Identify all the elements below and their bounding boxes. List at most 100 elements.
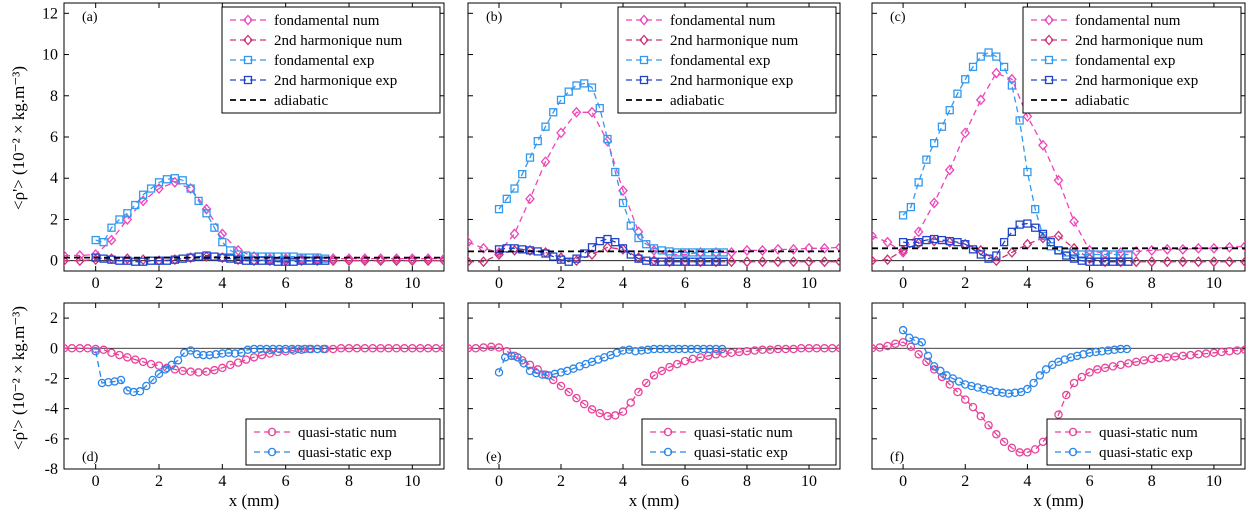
x-tick-label: 8 xyxy=(743,275,751,292)
data-point xyxy=(1224,256,1235,268)
data-point xyxy=(1007,81,1017,90)
data-point xyxy=(1103,346,1113,355)
data-point xyxy=(1077,372,1087,382)
data-point xyxy=(135,387,145,396)
data-point xyxy=(226,246,235,255)
legend-marker xyxy=(1044,55,1054,65)
data-point xyxy=(1015,220,1024,229)
data-point xyxy=(300,344,309,354)
data-point xyxy=(91,347,100,356)
data-point xyxy=(148,375,157,385)
data-point xyxy=(819,242,830,254)
data-point xyxy=(289,257,298,266)
data-point xyxy=(225,360,235,370)
data-point xyxy=(618,407,628,416)
data-point xyxy=(626,221,635,230)
data-point xyxy=(984,48,993,57)
data-point xyxy=(618,346,628,355)
data-point xyxy=(1053,230,1064,242)
data-point xyxy=(122,213,133,225)
series-group xyxy=(64,174,444,267)
data-point xyxy=(945,106,954,115)
data-point xyxy=(618,185,628,197)
y-tick-label: -8 xyxy=(45,461,58,478)
data-point xyxy=(1077,250,1086,259)
data-point xyxy=(984,254,993,263)
legend-marker xyxy=(243,14,253,26)
y-tick-label: 12 xyxy=(42,5,58,22)
data-point xyxy=(384,344,393,353)
data-point xyxy=(992,430,1001,439)
x-tick-label: 4 xyxy=(1023,473,1031,490)
data-point xyxy=(138,195,149,207)
data-point xyxy=(1062,251,1071,260)
data-point xyxy=(1035,371,1045,380)
data-point xyxy=(914,350,923,359)
data-point xyxy=(1093,257,1102,266)
data-point xyxy=(392,344,401,353)
data-point xyxy=(968,62,978,72)
data-point xyxy=(1007,246,1017,258)
data-point xyxy=(99,254,108,263)
data-point xyxy=(538,370,547,379)
data-point xyxy=(510,244,519,253)
data-point xyxy=(1124,359,1133,368)
data-point xyxy=(541,122,550,131)
data-point xyxy=(64,250,69,262)
data-point xyxy=(201,203,212,215)
data-point xyxy=(882,254,893,266)
data-point xyxy=(306,344,316,354)
data-point xyxy=(83,344,93,353)
legend: quasi-static num quasi-static exp xyxy=(245,418,441,466)
panel-label: (a) xyxy=(82,10,98,25)
data-point xyxy=(1122,344,1132,354)
data-point xyxy=(1022,110,1033,122)
data-point xyxy=(1209,242,1219,254)
data-point xyxy=(233,358,243,367)
data-point xyxy=(967,381,976,391)
data-point xyxy=(1038,139,1048,151)
data-point xyxy=(328,344,338,354)
data-point xyxy=(587,83,597,92)
data-point xyxy=(146,184,156,193)
data-point xyxy=(146,256,156,265)
data-point xyxy=(178,176,187,185)
data-point xyxy=(154,178,164,187)
data-point xyxy=(911,336,920,345)
data-point xyxy=(116,375,126,385)
data-point xyxy=(186,346,195,355)
data-point xyxy=(540,156,551,168)
x-tick-label: 10 xyxy=(801,473,817,490)
data-point xyxy=(680,248,690,257)
panel-e: 0 2 4 6 8 10 (e) quasi-static num quasi-static e… xyxy=(467,302,841,510)
data-point xyxy=(976,250,985,259)
legend-box xyxy=(1022,6,1242,114)
data-point xyxy=(961,380,970,389)
data-point xyxy=(618,243,628,255)
data-point xyxy=(571,106,582,118)
legend: fondamental num 2nd harmonique num fondame… xyxy=(617,6,837,114)
data-point xyxy=(185,252,196,264)
data-point xyxy=(953,387,962,397)
legend-marker xyxy=(267,427,277,437)
data-point xyxy=(1066,353,1076,362)
data-point xyxy=(726,256,737,268)
data-point xyxy=(936,366,945,376)
data-point xyxy=(1116,360,1125,370)
data-point xyxy=(139,190,148,199)
data-point xyxy=(1108,257,1118,266)
legend: quasi-static num quasi-static exp xyxy=(641,418,837,466)
legend-entry: quasi-static num xyxy=(298,425,397,441)
data-point xyxy=(107,255,116,264)
data-point xyxy=(602,241,613,253)
legend-entry: 2nd harmonique exp xyxy=(670,73,793,89)
legend-entry: quasi-static num xyxy=(1099,425,1198,441)
data-point xyxy=(262,344,271,354)
data-point xyxy=(788,256,799,268)
data-point xyxy=(673,359,682,369)
data-point xyxy=(618,198,628,208)
y-axis-label-top: <ρ'> (10⁻² × kg.m⁻³) xyxy=(9,66,28,210)
data-point xyxy=(1084,253,1095,265)
y-tick-label: 4 xyxy=(50,170,58,187)
x-tick-label: 0 xyxy=(899,473,907,490)
